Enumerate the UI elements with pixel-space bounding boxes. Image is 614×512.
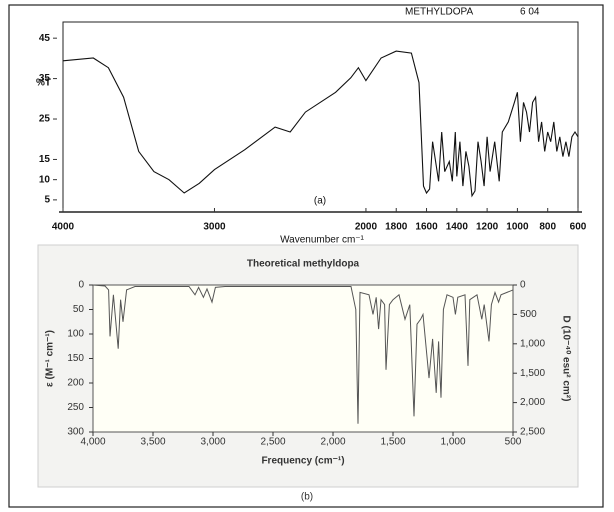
spectrum-line — [92, 284, 514, 424]
x-tick-label: 1,500 — [380, 437, 405, 448]
x-tick-label: 2,500 — [260, 437, 285, 448]
y-tick-label: 45 — [39, 33, 51, 44]
y-tick-label: 250 — [67, 402, 84, 413]
x-tick-label: 1,000 — [440, 437, 465, 448]
y-tick-label: 35 — [39, 73, 51, 84]
y-tick-label: 25 — [39, 114, 51, 125]
x-tick-label: 600 — [570, 222, 587, 233]
x-tick-label: 500 — [505, 437, 522, 448]
annotation: METHYLDOPA — [405, 7, 473, 18]
y-tick-label: 150 — [67, 353, 84, 364]
x-tick-label: 1200 — [476, 222, 499, 233]
y2-tick-label: 2,000 — [520, 397, 545, 408]
y-tick-label: 5 — [44, 195, 50, 206]
x-tick-label: 3000 — [203, 222, 226, 233]
x-tick-label: 4000 — [52, 222, 75, 233]
y2-axis-label: D (10⁻⁴⁰ esu² cm²) — [560, 316, 571, 402]
y2-tick-label: 1,500 — [520, 368, 545, 379]
y-tick-label: 10 — [39, 174, 51, 185]
x-tick-label: 1400 — [446, 222, 469, 233]
y-tick-label: 15 — [39, 154, 51, 165]
y-tick-label: 200 — [67, 378, 84, 389]
y2-tick-label: 0 — [520, 280, 526, 291]
x-axis-label: Wavenumber cm⁻¹ — [280, 235, 364, 246]
y2-tick-label: 2,500 — [520, 427, 545, 438]
annotation: 6 04 — [520, 7, 540, 18]
x-tick-label: 4,000 — [80, 437, 105, 448]
x-tick-label: 1600 — [415, 222, 438, 233]
y-tick-label: 100 — [67, 329, 84, 340]
y-tick-label: 300 — [67, 427, 84, 438]
x-axis-label: Frequency (cm⁻¹) — [261, 456, 344, 467]
x-tick-label: 1800 — [385, 222, 408, 233]
x-tick-label: 800 — [539, 222, 556, 233]
plot-frame — [62, 21, 579, 212]
x-tick-label: 2,000 — [320, 437, 345, 448]
y2-tick-label: 500 — [520, 309, 537, 320]
x-tick-label: 2000 — [355, 222, 378, 233]
y-axis-label: ε (M⁻¹ cm⁻¹) — [45, 330, 56, 387]
x-tick-label: 1000 — [506, 222, 529, 233]
caption: (b) — [301, 492, 313, 503]
caption: (a) — [314, 196, 326, 207]
y2-tick-label: 1,000 — [520, 338, 545, 349]
y-axis-label: %T — [36, 78, 51, 89]
chart-title: Theoretical methyldopa — [247, 259, 360, 270]
y-tick-label: 50 — [73, 304, 85, 315]
y-tick-label: 0 — [78, 280, 84, 291]
chart-0: 4000 3000 2000 1800 1600 1400 1200 1000 800 600 45… — [36, 7, 587, 246]
spectrum-line — [62, 50, 579, 198]
plot-area — [92, 284, 514, 433]
x-tick-label: 3,500 — [140, 437, 165, 448]
x-tick-label: 3,000 — [200, 437, 225, 448]
chart-1: 4,000 3,500 3,000 2,500 2,000 1,500 1,000 50005… — [45, 259, 572, 503]
